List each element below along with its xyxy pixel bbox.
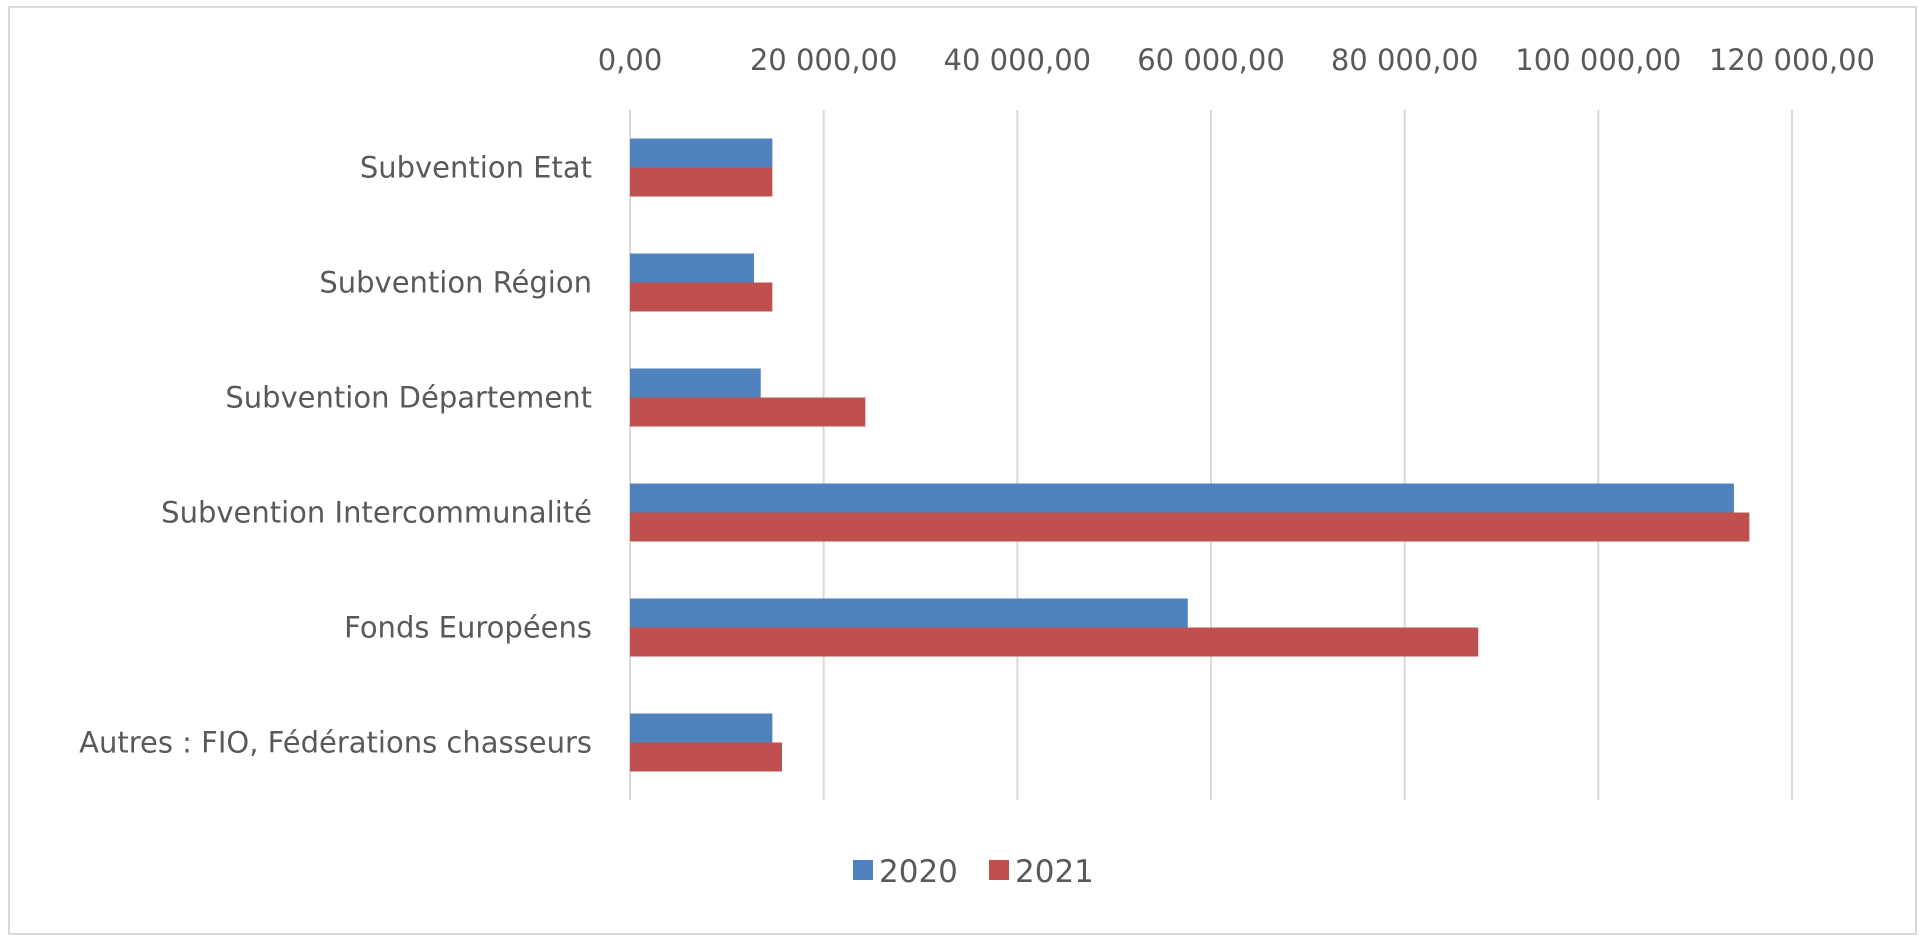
bars <box>630 138 1750 772</box>
x-tick-label: 80 000,00 <box>1331 43 1479 77</box>
x-tick-label: 120 000,00 <box>1709 43 1875 77</box>
bar-2020 <box>630 138 773 168</box>
x-tick-label: 20 000,00 <box>750 43 898 77</box>
bar-2020 <box>630 598 1188 628</box>
x-tick-label: 100 000,00 <box>1515 43 1681 77</box>
bar-2021 <box>630 167 773 197</box>
category-labels: Subvention Etat Subvention Région Subventi… <box>79 151 592 760</box>
bar-2021 <box>630 742 783 772</box>
legend-swatch-2020 <box>853 860 873 880</box>
legend-swatch-2021 <box>989 860 1009 880</box>
legend: 2020 2021 <box>853 854 1094 890</box>
x-axis-ticks: 0,00 20 000,00 40 000,00 60 000,00 80 000,00… <box>598 43 1875 77</box>
gridlines <box>629 110 1793 800</box>
category-label: Autres : FIO, Fédérations chasseurs <box>79 726 592 760</box>
bar-2021 <box>630 627 1479 657</box>
bar-2020 <box>630 483 1734 513</box>
bar-2020 <box>630 713 773 743</box>
category-label: Subvention Région <box>319 266 592 300</box>
bar-2020 <box>630 253 754 283</box>
category-label: Fonds Européens <box>344 611 592 645</box>
category-label: Subvention Intercommunalité <box>161 496 592 530</box>
bar-2021 <box>630 282 773 312</box>
bar-2021 <box>630 512 1750 542</box>
x-tick-label: 0,00 <box>598 43 663 77</box>
category-label: Subvention Département <box>225 381 592 415</box>
legend-label: 2020 <box>879 854 958 890</box>
bar-2020 <box>630 368 761 398</box>
legend-label: 2021 <box>1015 854 1094 890</box>
category-label: Subvention Etat <box>360 151 592 185</box>
bar-2021 <box>630 397 866 427</box>
x-tick-label: 40 000,00 <box>944 43 1092 77</box>
x-tick-label: 60 000,00 <box>1137 43 1285 77</box>
